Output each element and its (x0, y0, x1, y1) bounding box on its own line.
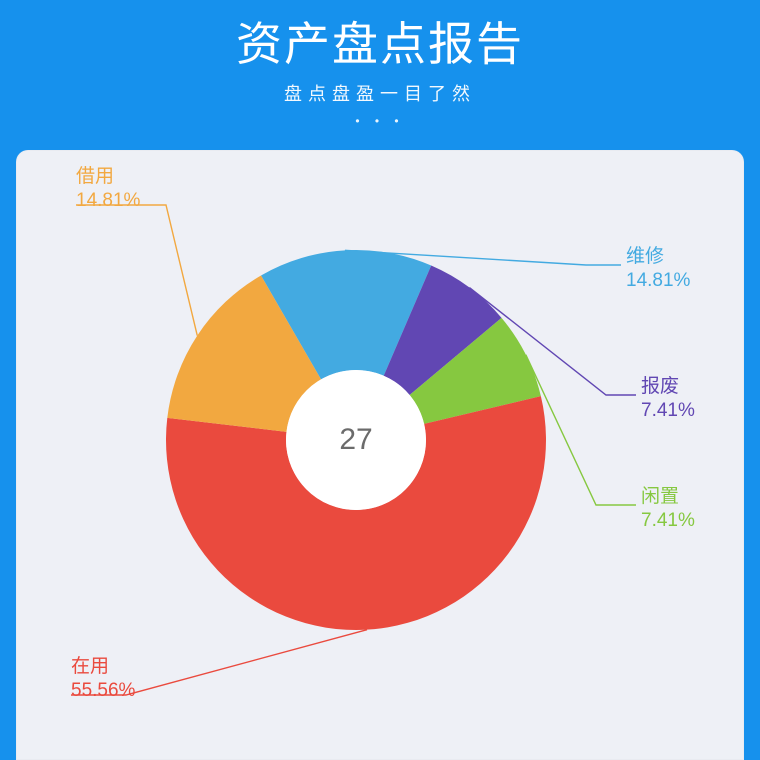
label-name-borrow: 借用 (76, 165, 140, 189)
label-pct-repair: 14.81% (626, 269, 690, 293)
donut-chart: 27 维修14.81%报废7.41%闲置7.41%在用55.56%借用14.81… (16, 150, 744, 760)
label-pct-idle: 7.41% (641, 509, 695, 533)
header-dots: • • • (0, 114, 760, 128)
label-name-scrap: 报废 (641, 375, 695, 399)
label-name-repair: 维修 (626, 245, 690, 269)
chart-card: 27 维修14.81%报废7.41%闲置7.41%在用55.56%借用14.81… (16, 150, 744, 760)
label-pct-borrow: 14.81% (76, 189, 140, 213)
header: 资产盘点报告 盘点盘盈一目了然 • • • (0, 0, 760, 128)
donut-center-value: 27 (339, 423, 372, 457)
label-inuse: 在用55.56% (71, 655, 135, 703)
label-repair: 维修14.81% (626, 245, 690, 293)
page-subtitle: 盘点盘盈一目了然 (0, 80, 760, 106)
label-name-idle: 闲置 (641, 485, 695, 509)
label-pct-inuse: 55.56% (71, 679, 135, 703)
label-idle: 闲置7.41% (641, 485, 695, 533)
label-borrow: 借用14.81% (76, 165, 140, 213)
label-pct-scrap: 7.41% (641, 399, 695, 423)
label-scrap: 报废7.41% (641, 375, 695, 423)
label-name-inuse: 在用 (71, 655, 135, 679)
page-title: 资产盘点报告 (0, 8, 760, 74)
leader-borrow (76, 205, 197, 336)
